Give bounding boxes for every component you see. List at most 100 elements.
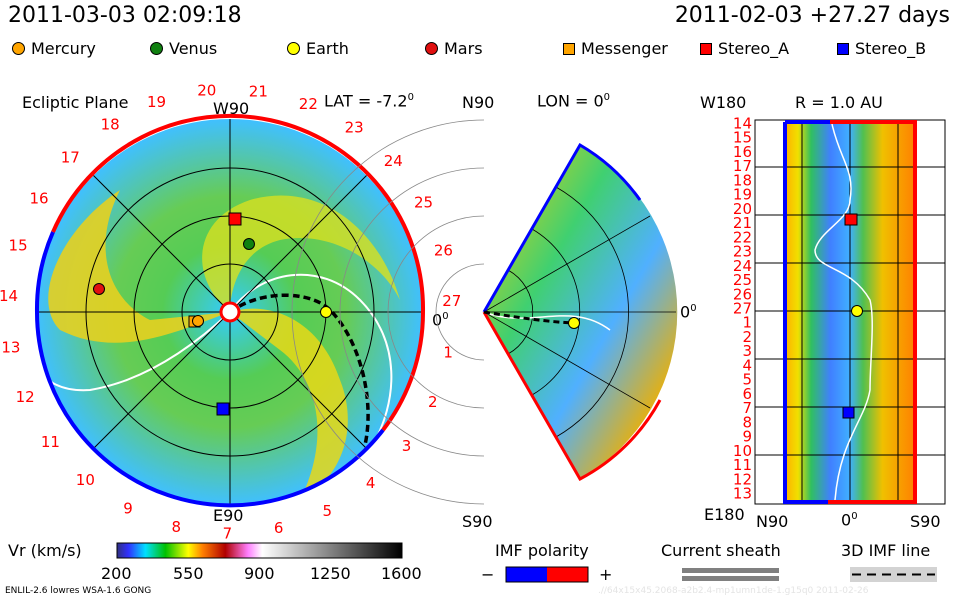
current-sheath-swatch [682,576,779,581]
carrington-label: 2 [428,393,438,411]
imf-positive-swatch [547,567,588,582]
stereo-a-marker [844,213,858,226]
carrington-label: 22 [299,95,318,113]
lon-label: LON = 00 [537,93,610,109]
mercury-marker [192,315,204,327]
radial-x-label-0: 00 [841,512,858,528]
carrington-label: 11 [41,433,60,451]
meridional-bottom-label: S90 [462,512,493,531]
lat-label: LAT = -7.20 [324,93,414,109]
carrington-label: 24 [384,152,403,170]
carrington-y-label: 9 [742,428,752,446]
radial-title: R = 1.0 AU [795,93,883,112]
carrington-y-labels: 1415161718192021222324252627123456789101… [733,115,752,503]
legend-label: Venus [169,39,218,58]
legend-label: Messenger [581,39,668,58]
current-sheath [483,311,611,331]
lat-value: LAT = -7.2 [324,91,408,111]
legend-label: Mercury [31,39,96,58]
earth-marker [320,306,332,318]
carrington-label: 27 [442,292,461,310]
mercury-icon [12,42,25,55]
right-value: 0 [680,302,691,322]
legend-stereo-a: Stereo_A [700,39,789,58]
carrington-y-label: 25 [733,271,752,289]
imf-polarity-label: IMF polarity [495,541,589,560]
imf-polarity-positive [828,120,917,504]
fast-stream [48,190,231,343]
carrington-y-label: 16 [733,143,752,161]
velocity-colorbar [116,542,403,559]
radial-x-label-s90: S90 [910,512,941,531]
degree-sup: 0 [407,92,414,103]
imf-line-label: 3D IMF line [841,541,931,560]
venus-marker [243,238,255,250]
imf-line-swatch [850,567,937,582]
carrington-y-label: 20 [733,200,752,218]
fast-stream [202,195,400,312]
stereo-b-icon [837,42,849,55]
legend-stereo-b: Stereo_B [837,39,926,58]
radial-bottom-label: E180 [704,505,745,524]
stereo-b-marker [842,406,855,419]
current-sheath [814,123,873,501]
imf-swatch-border [505,566,589,583]
meridional-top-label: N90 [462,93,495,112]
legend-label: Stereo_A [718,39,790,58]
carrington-label: 13 [1,339,20,357]
imf-polarity-positive [482,311,662,481]
meridional-plane-plot [291,119,678,505]
ecliptic-plane-plot: 20 21222324252627123456789101112131415161… [0,82,461,543]
degree-sup: 0 [851,511,858,522]
carrington-label: 12 [16,388,35,406]
simulation-datetime: 2011-03-03 02:09:18 [8,3,242,28]
radial-top-label: W180 [700,93,747,112]
earth-marker [851,305,863,317]
carrington-label: 21 [249,82,268,100]
carrington-label: 16 [30,189,49,207]
imf-polarity-negative [34,231,385,508]
imf-polarity-negative [783,120,830,504]
carrington-label: 9 [123,500,133,518]
carrington-label: 15 [9,236,28,254]
carrington-y-label: 12 [733,470,752,488]
carrington-y-label: 27 [733,300,752,318]
stereo-a-icon [700,42,712,55]
radial-x-label-n90: N90 [756,512,789,531]
run-id-watermark: .//64x15x45.2068-a2b2.4-mp1umn1de-1.g15q… [598,586,869,596]
degree-sup: 0 [603,92,611,103]
colorbar-tick: 900 [244,564,275,583]
carrington-y-label: 21 [733,214,752,232]
current-sheath-label: Current sheath [661,541,781,560]
legend-label: Stereo_B [855,39,927,58]
carrington-y-label: 8 [742,413,752,431]
carrington-label: 17 [61,148,80,166]
carrington-y-label: 19 [733,186,752,204]
carrington-label: 4 [366,474,376,492]
carrington-y-label: 17 [733,157,752,175]
radial-plot: 1415161718192021222324252627123456789101… [733,115,946,505]
degree-sup: 0 [690,303,697,314]
carrington-y-label: 5 [742,371,752,389]
imf-minus: − [481,565,495,584]
earth-marker [568,317,580,329]
venus-icon [150,42,163,55]
degree-sup: 0 [442,311,449,322]
carrington-y-label: 22 [733,228,752,246]
carrington-label: 3 [402,437,412,455]
imf-negative-swatch [506,567,547,582]
carrington-y-label: 2 [742,328,752,346]
ecliptic-top-label: W90 [213,99,250,118]
imf-plus: + [599,565,613,584]
colorbar-label: Vr (km/s) [8,541,82,560]
carrington-label: 7 [223,524,233,542]
colorbar-tick: 550 [173,564,204,583]
carrington-y-label: 6 [742,385,752,403]
current-sheath [229,273,393,451]
carrington-y-label: 18 [733,171,752,189]
carrington-y-label: 13 [733,485,752,503]
right-value: 0 [432,310,443,330]
ecliptic-title: Ecliptic Plane [22,93,129,112]
current-sheath-swatch [682,568,779,573]
